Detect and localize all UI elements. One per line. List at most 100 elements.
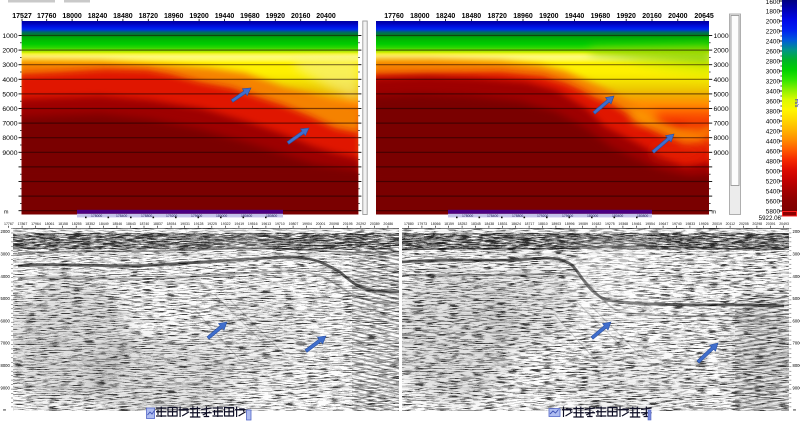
svg-text:20486: 20486	[383, 222, 393, 226]
svg-text:8000: 8000	[1, 363, 11, 368]
svg-text:20160: 20160	[291, 13, 311, 20]
svg-text:178800: 178800	[512, 214, 523, 218]
svg-text:19926: 19926	[699, 222, 709, 226]
svg-text:19440: 19440	[215, 13, 235, 20]
svg-text:19322: 19322	[221, 222, 231, 226]
svg-text:9000: 9000	[793, 385, 800, 390]
svg-text:20391: 20391	[766, 222, 776, 226]
svg-text:19613: 19613	[261, 222, 271, 226]
svg-text:18159: 18159	[444, 222, 454, 226]
svg-text:18546: 18546	[112, 222, 122, 226]
svg-text:20001: 20001	[316, 222, 326, 226]
svg-text:1800: 1800	[766, 9, 781, 16]
svg-text:179600: 179600	[191, 214, 202, 218]
svg-text:17867: 17867	[18, 222, 28, 226]
svg-text:18643: 18643	[126, 222, 136, 226]
svg-text:178000: 178000	[91, 214, 102, 218]
svg-text:19807: 19807	[289, 222, 299, 226]
svg-text:7000: 7000	[1, 341, 11, 346]
svg-text:180000: 180000	[587, 214, 598, 218]
svg-text:178400: 178400	[487, 214, 498, 218]
svg-text:18061: 18061	[45, 222, 55, 226]
svg-text:19225: 19225	[207, 222, 217, 226]
svg-text:17880: 17880	[404, 222, 414, 226]
svg-text:19710: 19710	[275, 222, 285, 226]
svg-text:2000: 2000	[766, 19, 781, 26]
svg-text:19516: 19516	[248, 222, 258, 226]
svg-text:18934: 18934	[167, 222, 177, 226]
svg-text:5200: 5200	[766, 179, 781, 186]
svg-text:18345: 18345	[471, 222, 481, 226]
svg-text:7000: 7000	[2, 121, 17, 128]
svg-text:19647: 19647	[659, 222, 669, 226]
svg-text:180000: 180000	[216, 214, 227, 218]
svg-text:5400: 5400	[766, 189, 781, 196]
svg-text:17760: 17760	[384, 13, 404, 20]
svg-text:18480: 18480	[462, 13, 482, 20]
svg-text:9000: 9000	[1, 385, 11, 390]
svg-text:18158: 18158	[58, 222, 68, 226]
svg-text:18000: 18000	[410, 13, 430, 20]
svg-text:3400: 3400	[766, 89, 781, 96]
svg-text:180400: 180400	[612, 214, 623, 218]
svg-text:20098: 20098	[329, 222, 339, 226]
svg-text:18960: 18960	[513, 13, 533, 20]
svg-text:3000: 3000	[793, 252, 800, 257]
svg-text:3800: 3800	[766, 109, 781, 116]
svg-text:8000: 8000	[714, 135, 729, 142]
svg-text:2800: 2800	[766, 59, 781, 66]
svg-text:6000: 6000	[714, 106, 729, 113]
svg-text:19368: 19368	[618, 222, 628, 226]
svg-text:18000: 18000	[62, 13, 82, 20]
svg-text:3600: 3600	[766, 99, 781, 106]
svg-text:18960: 18960	[164, 13, 184, 20]
svg-text:20645: 20645	[694, 13, 714, 20]
svg-text:18240: 18240	[88, 13, 108, 20]
svg-text:7000: 7000	[714, 121, 729, 128]
svg-text:18720: 18720	[139, 13, 159, 20]
svg-text:18810: 18810	[538, 222, 548, 226]
svg-text:17767: 17767	[4, 222, 14, 226]
svg-text:1600: 1600	[766, 0, 781, 6]
svg-text:19200: 19200	[189, 13, 209, 20]
svg-text:20400: 20400	[316, 13, 336, 20]
svg-text:18255: 18255	[72, 222, 82, 226]
svg-text:9000: 9000	[2, 150, 17, 157]
svg-text:4000: 4000	[766, 119, 781, 126]
svg-text:20195: 20195	[343, 222, 353, 226]
svg-text:4000: 4000	[1, 274, 11, 279]
svg-text:178000: 178000	[462, 214, 473, 218]
svg-text:18837: 18837	[153, 222, 163, 226]
svg-text:19680: 19680	[591, 13, 611, 20]
svg-text:19089: 19089	[578, 222, 588, 226]
svg-text:179200: 179200	[166, 214, 177, 218]
svg-text:18066: 18066	[431, 222, 441, 226]
svg-text:8000: 8000	[2, 135, 17, 142]
svg-text:180800: 180800	[637, 214, 648, 218]
svg-text:18624: 18624	[511, 222, 521, 226]
svg-text:9000: 9000	[714, 150, 729, 157]
svg-text:3000: 3000	[2, 62, 17, 69]
svg-text:5800: 5800	[766, 209, 781, 216]
svg-text:8000: 8000	[793, 363, 800, 368]
svg-text:19200: 19200	[539, 13, 559, 20]
svg-text:20298: 20298	[752, 222, 762, 226]
svg-text:19554: 19554	[645, 222, 655, 226]
svg-text:19920: 19920	[266, 13, 286, 20]
svg-text:19128: 19128	[194, 222, 204, 226]
svg-text:17964: 17964	[31, 222, 41, 226]
svg-text:180400: 180400	[241, 214, 252, 218]
svg-text:20292: 20292	[356, 222, 366, 226]
svg-text:178400: 178400	[116, 214, 127, 218]
svg-text:2000: 2000	[714, 48, 729, 55]
svg-text:3200: 3200	[766, 79, 781, 86]
svg-text:19920: 19920	[616, 13, 636, 20]
svg-text:179200: 179200	[537, 214, 548, 218]
svg-text:18438: 18438	[484, 222, 494, 226]
svg-text:m: m	[793, 408, 796, 412]
svg-text:2000: 2000	[2, 48, 17, 55]
svg-text:18717: 18717	[525, 222, 535, 226]
svg-text:m/s: m/s	[793, 99, 799, 108]
svg-text:18240: 18240	[436, 13, 456, 20]
svg-text:3000: 3000	[1, 252, 11, 257]
